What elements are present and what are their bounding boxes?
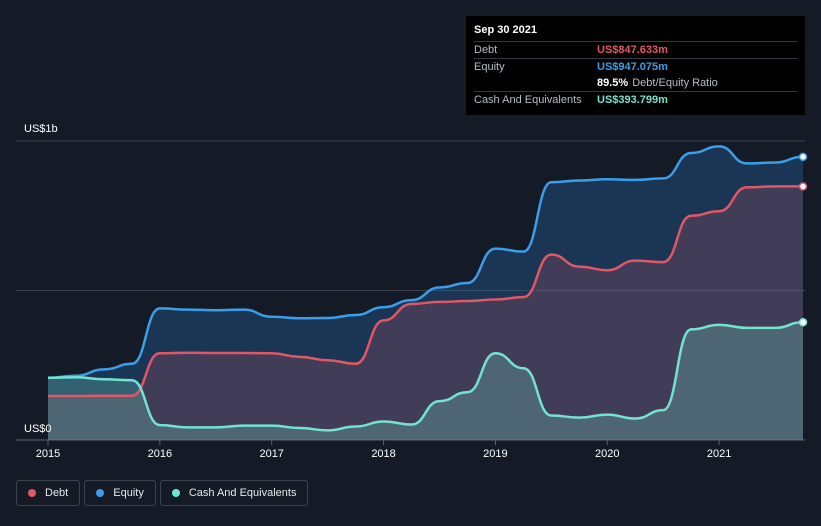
x-tick-label: 2015 xyxy=(36,448,60,460)
legend-item-cash[interactable]: Cash And Equivalents xyxy=(159,480,309,506)
tooltip-date: Sep 30 2021 xyxy=(474,24,537,36)
x-axis-ticks: 2015 2016 2017 2018 2019 2020 2021 xyxy=(36,440,731,460)
equity-endpoint xyxy=(798,152,808,162)
cash-area xyxy=(48,322,803,440)
series-endpoints xyxy=(798,152,808,327)
tooltip-ratio-label: Debt/Equity Ratio xyxy=(632,77,718,89)
x-tick-label: 2018 xyxy=(371,448,395,460)
x-tick-label: 2016 xyxy=(148,448,172,460)
debt-dot-icon xyxy=(28,489,36,497)
y-axis-bottom-label: US$0 xyxy=(24,423,52,435)
debt-line xyxy=(47,185,803,398)
series-areas xyxy=(48,146,803,440)
cash-dot-icon xyxy=(171,489,180,497)
tooltip-cash-label: Cash And Equivalents xyxy=(474,94,582,106)
x-tick-label: 2021 xyxy=(707,448,731,460)
x-tick-label: 2017 xyxy=(259,448,283,460)
x-tick-label: 2020 xyxy=(595,448,619,460)
cash-endpoint xyxy=(798,317,808,327)
equity-area xyxy=(48,146,803,440)
tooltip-ratio-value: 89.5% xyxy=(597,77,629,89)
series-lines xyxy=(47,145,804,432)
y-axis-top-label: US$1b xyxy=(24,123,58,135)
cash-line xyxy=(47,320,804,432)
tooltip: Sep 30 2021 Debt US$847.633m Equity US$9… xyxy=(466,16,805,115)
debt-endpoint xyxy=(798,182,808,191)
grid-lines xyxy=(16,140,805,441)
legend-item-equity[interactable]: Equity xyxy=(84,480,156,506)
tooltip-debt-value: US$847.633m xyxy=(597,44,668,56)
tooltip-equity-label: Equity xyxy=(474,61,505,73)
legend: Debt Equity Cash And Equivalents xyxy=(16,480,312,506)
x-tick-label: 2019 xyxy=(483,448,507,460)
legend-item-debt[interactable]: Debt xyxy=(16,480,81,506)
tooltip-cash-value: US$393.799m xyxy=(597,94,668,106)
tooltip-equity-value: US$947.075m xyxy=(597,61,668,73)
legend-debt-label: Debt xyxy=(45,487,69,499)
legend-equity-label: Equity xyxy=(113,487,144,499)
legend-cash-label: Cash And Equivalents xyxy=(188,487,297,499)
equity-dot-icon xyxy=(96,489,105,497)
debt-area xyxy=(48,186,803,440)
equity-line xyxy=(47,145,804,380)
tooltip-debt-label: Debt xyxy=(474,44,498,56)
